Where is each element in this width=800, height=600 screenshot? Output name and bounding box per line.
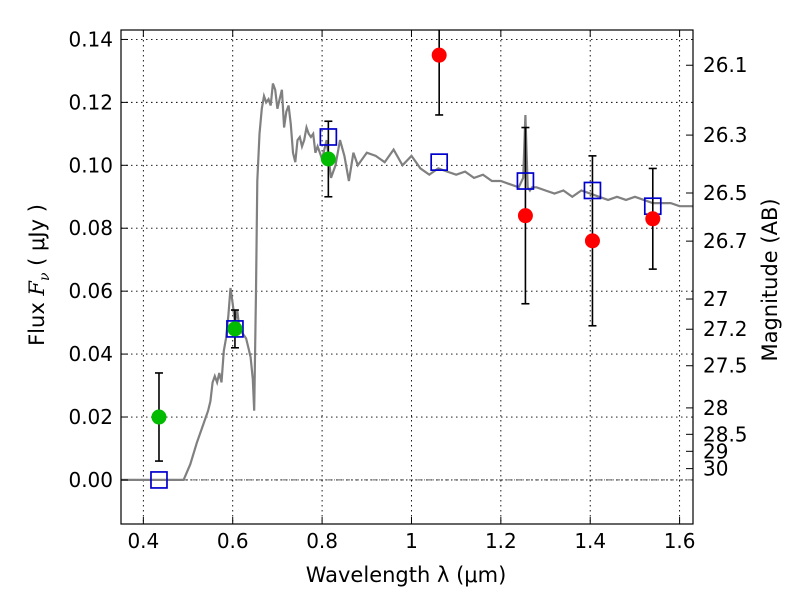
green-data-point (151, 409, 167, 425)
model-bandpass-squares (150, 128, 662, 489)
x-tick-label: 1.2 (485, 529, 517, 553)
magnitude-tick-label: 26.3 (703, 123, 748, 147)
magnitude-tick-label: 26.1 (703, 53, 748, 77)
data-points (151, 47, 661, 425)
magnitude-tick-label: 30 (703, 457, 728, 481)
model-bandpass-square (516, 172, 535, 190)
green-data-point (320, 151, 336, 167)
magnitude-tick-label: 26.5 (703, 181, 748, 205)
y-tick-label: 0.00 (68, 468, 113, 492)
x-tick-label: 0.6 (217, 529, 249, 553)
y-axis-ticks: 0.00 0.02 0.04 0.06 0.08 0.10 0.12 0.14 (68, 27, 128, 492)
magnitude-tick-label: 28 (703, 396, 728, 420)
green-data-point (227, 321, 243, 337)
magnitude-tick-label: 29 (703, 439, 728, 463)
x-tick-label: 0.8 (306, 529, 338, 553)
model-spectrum-line (121, 83, 693, 481)
magnitude-axis-label: Magnitude (AB) (758, 198, 782, 361)
magnitude-tick-label: 26.7 (703, 229, 748, 253)
x-tick-label: 0.4 (127, 529, 159, 553)
magnitude-tick-label: 27.5 (703, 354, 748, 378)
plot-frame (120, 29, 694, 525)
red-data-point (584, 233, 600, 249)
magnitude-tick-label: 27 (703, 287, 728, 311)
red-data-point (517, 208, 533, 224)
grid-lines (121, 30, 693, 524)
model-bandpass-square (319, 128, 338, 146)
y-tick-label: 0.14 (68, 27, 113, 51)
red-data-point (431, 47, 447, 63)
y-tick-label: 0.06 (68, 279, 113, 303)
y-tick-label: 0.12 (68, 90, 113, 114)
x-tick-label: 1.4 (574, 529, 606, 553)
model-bandpass-square (583, 181, 602, 200)
x-tick-label: 1 (405, 529, 418, 553)
model-bandpass-square (226, 320, 244, 338)
error-bars (154, 30, 657, 462)
y-tick-label: 0.10 (68, 153, 113, 177)
x-tick-label: 1.6 (664, 529, 696, 553)
y-tick-label: 0.04 (68, 342, 113, 366)
magnitude-tick-label: 28.5 (703, 422, 748, 446)
y-axis-label: Flux Fν ( μJy ) (25, 204, 53, 346)
model-bandpass-square (150, 471, 168, 489)
red-data-point (645, 211, 661, 227)
x-axis-label: Wavelength λ (μm) (306, 563, 507, 587)
y-tick-label: 0.08 (68, 216, 113, 240)
model-bandpass-square (430, 153, 449, 172)
x-axis-ticks: 0.4 0.6 0.8 1 1.2 1.4 1.6 (127, 30, 696, 553)
y-tick-label: 0.02 (68, 405, 113, 429)
magnitude-tick-label: 27.2 (703, 317, 748, 341)
